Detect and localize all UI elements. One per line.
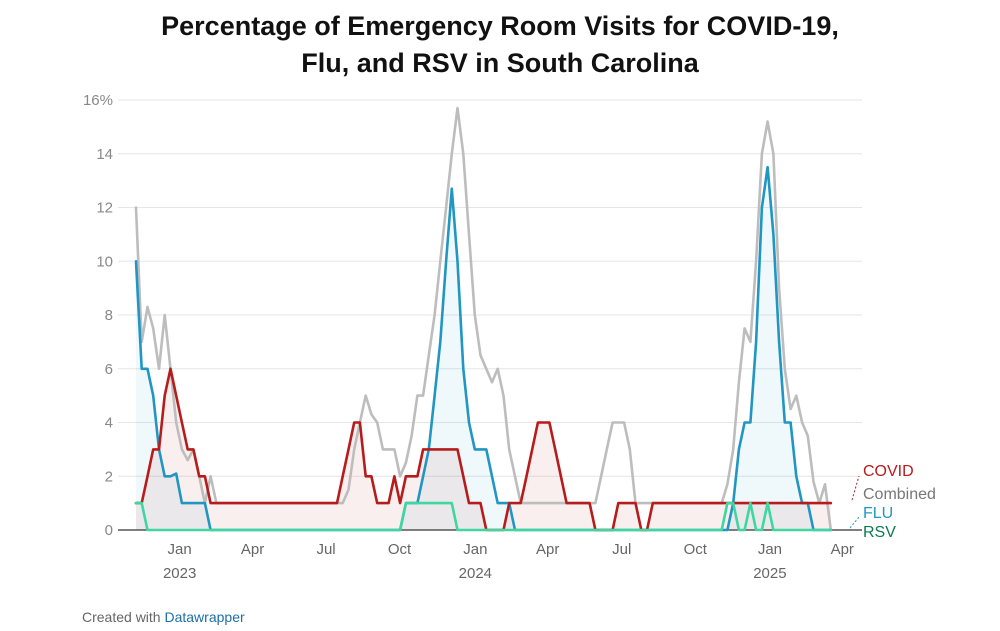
series-line-flu	[134, 165, 833, 532]
x-axis-labels: Jan 2023 Apr Jul Oct Jan 2024 Apr Jul Oct Jan 2025 A…	[163, 541, 854, 582]
x-tick-label: Oct	[684, 541, 708, 558]
series-label-combined: Combined	[863, 486, 936, 503]
leader-flu	[849, 516, 860, 529]
chart-title-line-1: Percentage of Emergency Room Visits for …	[161, 11, 839, 41]
x-tick-label: Jan	[463, 541, 487, 558]
y-tick-label: 10	[96, 253, 113, 270]
x-tick-year-label: 2023	[163, 565, 196, 582]
y-tick-label: 2	[105, 468, 113, 485]
datawrapper-link[interactable]: Datawrapper	[164, 609, 245, 625]
x-tick-label: Jan	[168, 541, 192, 558]
x-tick-label: Apr	[831, 541, 854, 558]
area-covid	[136, 368, 831, 530]
y-tick-label: 6	[105, 361, 113, 378]
footer-credit: Created with Datawrapper	[82, 609, 245, 625]
series-line-covid	[134, 367, 833, 532]
y-tick-label: 4	[105, 415, 113, 432]
series-labels: Combined FLU COVID RSV	[849, 463, 936, 541]
x-tick-label: Jul	[316, 541, 335, 558]
x-tick-label: Apr	[241, 541, 264, 558]
series-line-combined	[134, 106, 833, 532]
x-tick-year-label: 2025	[753, 565, 786, 582]
y-tick-label: 12	[96, 200, 113, 217]
series-label-rsv: RSV	[863, 524, 896, 541]
x-tick-year-label: 2024	[459, 565, 492, 582]
y-tick-label: 8	[105, 307, 113, 324]
x-tick-label: Jul	[612, 541, 631, 558]
grid-layer: 0 2 4 6 8 10 12 14 16%	[83, 92, 862, 539]
series-label-covid: COVID	[863, 463, 914, 480]
leader-covid	[851, 475, 860, 501]
footer-prefix: Created with	[82, 609, 161, 625]
chart-title-line-2: Flu, and RSV in South Carolina	[301, 48, 699, 78]
series-line-rsv	[134, 501, 833, 532]
series-line-layer	[134, 106, 833, 532]
y-tick-label: 16%	[83, 92, 113, 109]
y-tick-label: 14	[96, 146, 113, 163]
x-tick-label: Jan	[758, 541, 782, 558]
chart-title: Percentage of Emergency Room Visits for …	[0, 8, 1000, 82]
series-label-flu: FLU	[863, 505, 893, 522]
area-flu	[136, 167, 831, 530]
area-fill-layer	[136, 167, 831, 530]
x-tick-label: Apr	[536, 541, 559, 558]
x-tick-label: Oct	[388, 541, 412, 558]
y-tick-label: 0	[105, 522, 113, 539]
